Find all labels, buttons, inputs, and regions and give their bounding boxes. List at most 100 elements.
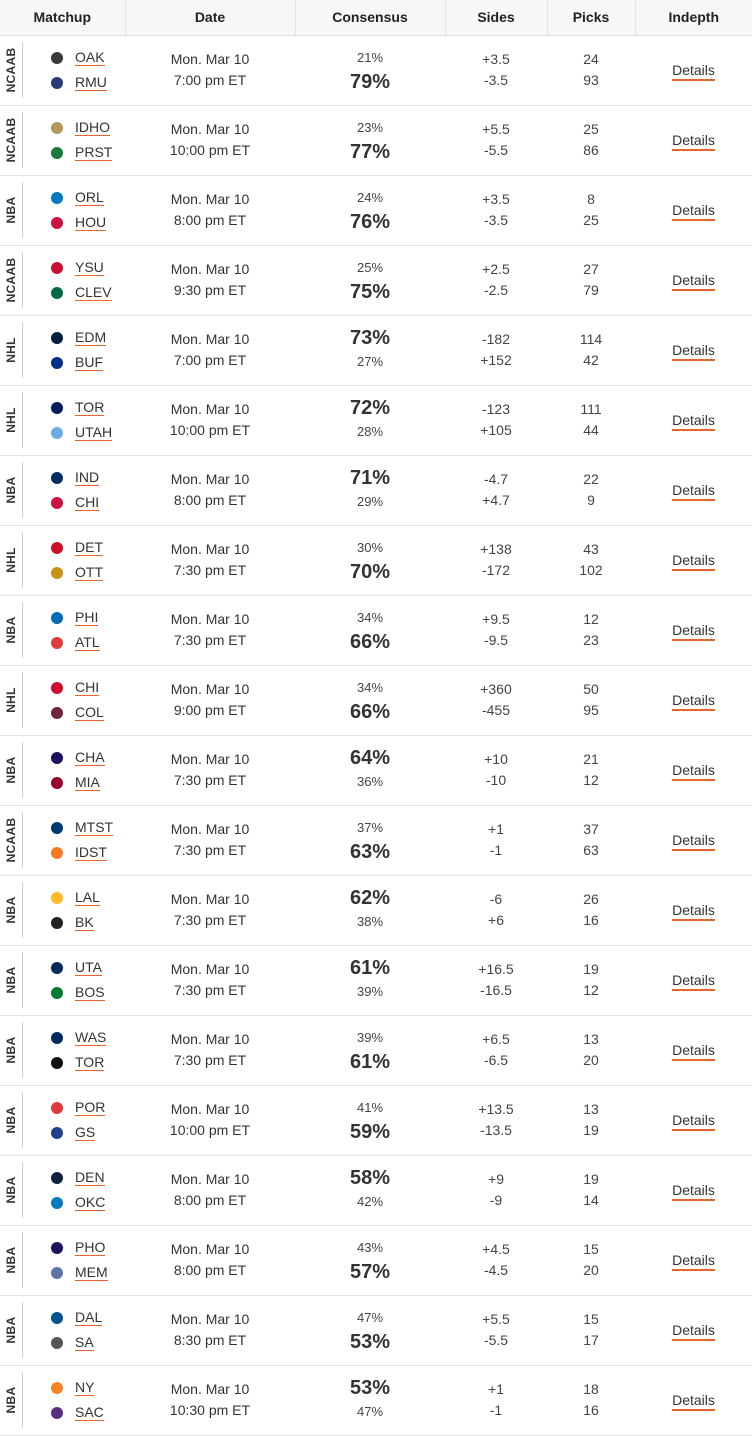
side-away: -4.7 [483, 471, 509, 487]
away-team-link[interactable]: EDM [75, 329, 107, 346]
table-row: NCAAB OAK RMU Mon. Mar 10 7:00 pm ET 21% [0, 35, 752, 106]
away-team-link[interactable]: IDHO [75, 119, 110, 136]
details-link[interactable]: Details [672, 1322, 715, 1341]
away-team: MTST [51, 818, 114, 837]
home-team-link[interactable]: HOU [75, 214, 107, 231]
home-team-link[interactable]: UTAH [75, 424, 113, 441]
home-team-link[interactable]: COL [75, 704, 104, 721]
side-home: -3.5 [483, 212, 509, 228]
away-team-link[interactable]: PHI [75, 609, 99, 626]
away-team-link[interactable]: TOR [75, 399, 105, 416]
league-label: NBA [0, 882, 23, 938]
consensus-away: 41% [356, 1100, 384, 1115]
home-team-link[interactable]: BOS [75, 984, 105, 1001]
details-link[interactable]: Details [672, 202, 715, 221]
game-day: Mon. Mar 10 [170, 1101, 250, 1117]
home-team-link[interactable]: GS [75, 1124, 96, 1141]
side-away: -6 [489, 891, 503, 907]
home-team-link[interactable]: CLEV [75, 284, 112, 301]
details-link[interactable]: Details [672, 272, 715, 291]
details-link[interactable]: Details [672, 832, 715, 851]
indepth-cell: Details [635, 1085, 752, 1156]
away-team-link[interactable]: NY [75, 1379, 95, 1396]
home-team: COL [51, 703, 104, 722]
details-link[interactable]: Details [672, 132, 715, 151]
details-link[interactable]: Details [672, 482, 715, 501]
home-team: PRST [51, 143, 113, 162]
home-team: CHI [51, 493, 100, 512]
game-time: 7:30 pm ET [173, 562, 247, 578]
side-home: -10 [485, 772, 507, 788]
away-team-link[interactable]: ORL [75, 189, 104, 206]
details-link[interactable]: Details [672, 902, 715, 921]
away-team-link[interactable]: PHO [75, 1239, 106, 1256]
details-link[interactable]: Details [672, 1182, 715, 1201]
away-team-link[interactable]: MTST [75, 819, 114, 836]
home-team-link[interactable]: CHI [75, 494, 100, 511]
details-link[interactable]: Details [672, 1252, 715, 1271]
home-team-link[interactable]: SA [75, 1334, 94, 1351]
matchup-cell: NBA DAL SA [0, 1295, 125, 1366]
home-team-link[interactable]: TOR [75, 1054, 105, 1071]
details-link[interactable]: Details [672, 972, 715, 991]
header-picks[interactable]: Picks [547, 0, 636, 36]
away-team-link[interactable]: WAS [75, 1029, 107, 1046]
away-team-link[interactable]: IND [75, 469, 100, 486]
details-link[interactable]: Details [672, 622, 715, 641]
home-team-link[interactable]: OTT [75, 564, 103, 581]
side-home: -9 [489, 1192, 503, 1208]
header-date[interactable]: Date [125, 0, 296, 36]
header-matchup[interactable]: Matchup [0, 0, 126, 36]
details-link[interactable]: Details [672, 762, 715, 781]
away-team-link[interactable]: CHI [75, 679, 100, 696]
table-row: NCAAB YSU CLEV Mon. Mar 10 9:30 pm ET 25… [0, 245, 752, 316]
away-team-link[interactable]: CHA [75, 749, 105, 766]
consensus-home: 75% [349, 281, 391, 303]
away-team-link[interactable]: YSU [75, 259, 104, 276]
details-link[interactable]: Details [672, 1392, 715, 1411]
teams: CHI COL [23, 678, 104, 722]
details-link[interactable]: Details [672, 1042, 715, 1061]
side-away: +360 [480, 681, 512, 697]
league-text: NBA [4, 616, 18, 644]
away-team-link[interactable]: DAL [75, 1309, 103, 1326]
away-team-link[interactable]: LAL [75, 889, 100, 906]
home-team-link[interactable]: SAC [75, 1404, 104, 1421]
details-link[interactable]: Details [672, 552, 715, 571]
away-team-link[interactable]: POR [75, 1099, 106, 1116]
matchup-cell: NHL TOR UTAH [0, 385, 125, 456]
picks-cell: 19 14 [547, 1155, 635, 1226]
details-link[interactable]: Details [672, 342, 715, 361]
header-consensus[interactable]: Consensus [295, 0, 446, 36]
home-team-link[interactable]: IDST [75, 844, 107, 861]
home-team-link[interactable]: ATL [75, 634, 100, 651]
home-team-link[interactable]: PRST [75, 144, 113, 161]
home-team: BOS [51, 983, 105, 1002]
details-link[interactable]: Details [672, 692, 715, 711]
home-team-link[interactable]: BK [75, 914, 94, 931]
away-team-link[interactable]: UTA [75, 959, 102, 976]
home-team-link[interactable]: MEM [75, 1264, 108, 1281]
sides-cell: +16.5 -16.5 [445, 945, 547, 1016]
away-team: YSU [51, 258, 112, 277]
league-label: NCAAB [0, 112, 23, 168]
details-link[interactable]: Details [672, 62, 715, 81]
away-team: WAS [51, 1028, 107, 1047]
home-team-link[interactable]: BUF [75, 354, 103, 371]
team-logo-icon [51, 356, 63, 369]
table-row: NBA UTA BOS Mon. Mar 10 7:30 pm ET 61% [0, 945, 752, 1016]
details-link[interactable]: Details [672, 412, 715, 431]
away-team-link[interactable]: DEN [75, 1169, 105, 1186]
picks-away: 13 [583, 1101, 599, 1117]
away-team-link[interactable]: OAK [75, 49, 105, 66]
home-team-link[interactable]: MIA [75, 774, 100, 791]
home-team-link[interactable]: RMU [75, 74, 107, 91]
game-day: Mon. Mar 10 [170, 961, 250, 977]
team-logo-icon [51, 821, 63, 834]
header-sides[interactable]: Sides [445, 0, 548, 36]
away-team-link[interactable]: DET [75, 539, 103, 556]
picks-away: 19 [583, 1171, 599, 1187]
home-team-link[interactable]: OKC [75, 1194, 106, 1211]
details-link[interactable]: Details [672, 1112, 715, 1131]
team-logo-icon [51, 471, 63, 484]
